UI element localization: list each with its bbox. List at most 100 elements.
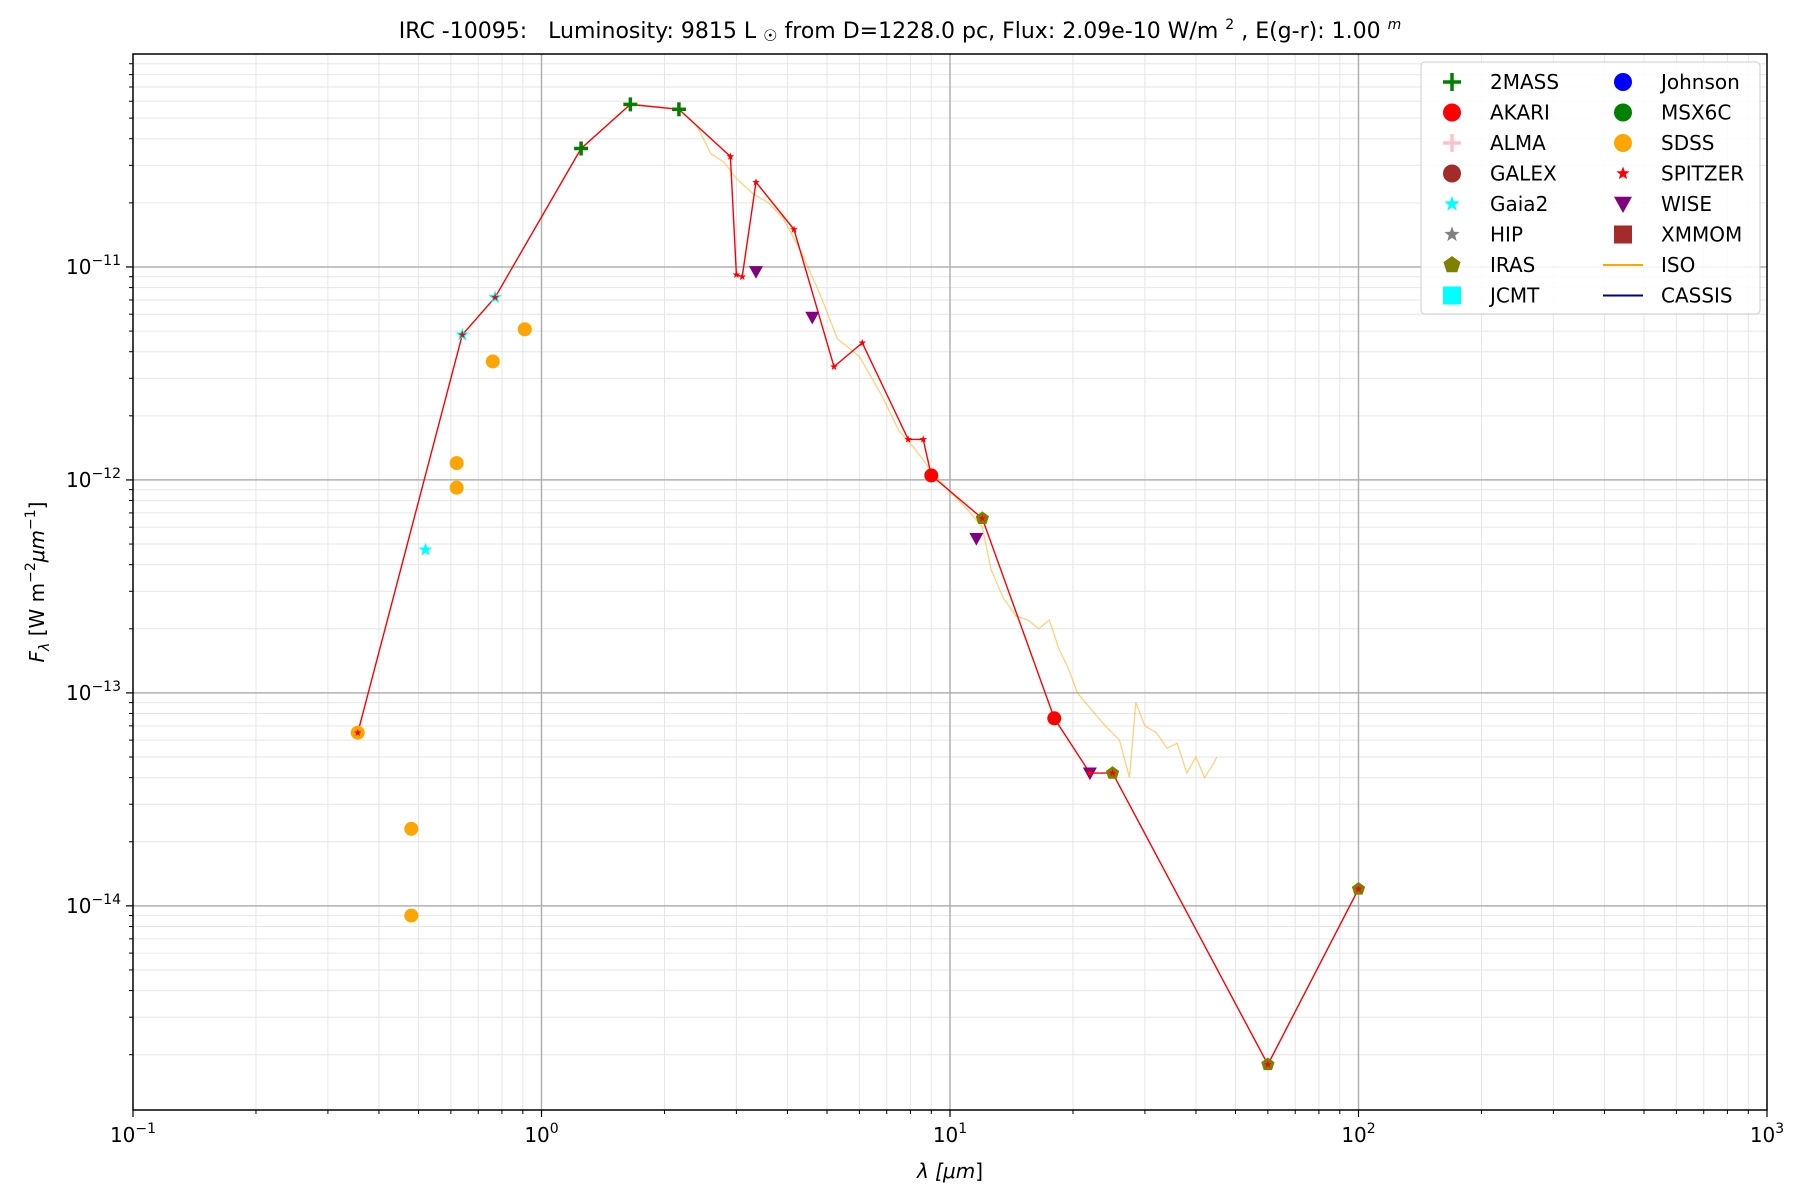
- x-tick-label: 102: [1341, 1121, 1375, 1147]
- data-point-2mass: [623, 97, 638, 112]
- data-point-spitzer: [978, 514, 987, 522]
- legend-label-galex: GALEX: [1490, 162, 1557, 186]
- data-point-spitzer: [904, 435, 912, 443]
- y-label-exp2: −1: [23, 509, 39, 530]
- y-axis-label: Fλ [W m−2μm−1]: [23, 502, 53, 663]
- legend-label-2mass: 2MASS: [1490, 70, 1559, 94]
- legend-marker-galex: [1443, 164, 1461, 183]
- title-luminosity: Luminosity: 9815 L: [548, 19, 757, 44]
- x-label-main: λ [: [916, 1159, 944, 1183]
- data-point-2mass: [671, 102, 686, 117]
- legend-marker-gaia2: [1444, 196, 1460, 211]
- x-tick-label: 100: [524, 1121, 558, 1147]
- legend: 2MASS AKARI ALMA GALEX Gaia2 HIP IRAS JCMT Johns…: [1420, 61, 1761, 315]
- y-tick-label: 10−12: [66, 466, 121, 492]
- x-tick-label: 103: [1750, 1121, 1784, 1147]
- x-label-unit: μm: [942, 1159, 975, 1183]
- data-point-sdss: [404, 821, 419, 836]
- data-point-spitzer: [491, 293, 499, 301]
- y-label-exp1: −2: [23, 562, 39, 583]
- data-point-spitzer: [830, 362, 838, 370]
- axis-tick-labels: 10−1 100 101 102 103 10−14 10−13 10−12 10−11: [66, 253, 1784, 1147]
- legend-marker-johnson: [1614, 73, 1632, 91]
- legend-marker-jcmt: [1443, 286, 1461, 305]
- x-axis-label: λ [μm]: [916, 1159, 983, 1183]
- legend-label-xmmom: XMMOM: [1661, 223, 1742, 247]
- y-tick-label: 10−13: [66, 679, 121, 705]
- legend-label-spitzer: SPITZER: [1661, 162, 1744, 186]
- data-point-akari: [924, 468, 939, 483]
- data-point-spitzer: [752, 178, 760, 186]
- data-point-spitzer: [1354, 884, 1363, 893]
- legend-label-iras: IRAS: [1490, 253, 1535, 277]
- axis-ticks: [126, 63, 1768, 1117]
- legend-label-iso: ISO: [1661, 253, 1695, 277]
- legend-label-cassis: CASSIS: [1661, 284, 1733, 308]
- legend-label-alma: ALMA: [1490, 131, 1546, 155]
- legend-label-akari: AKARI: [1490, 101, 1550, 125]
- y-label-sub: λ: [37, 643, 53, 652]
- legend-label-johnson: Johnson: [1659, 70, 1740, 94]
- data-point-sdss: [517, 322, 532, 337]
- iso-spectrum-line: [696, 125, 1218, 779]
- sed-line: [357, 103, 1360, 1067]
- legend-marker-sdss: [1614, 134, 1632, 152]
- data-point-wise: [805, 311, 820, 325]
- data-point-spitzer: [1108, 769, 1117, 777]
- data-point-sdss: [449, 456, 464, 471]
- legend-marker-akari: [1443, 103, 1461, 122]
- legend-label-wise: WISE: [1661, 192, 1712, 216]
- y-label-main: F: [25, 650, 49, 662]
- title-distance-flux: from D=1228.0 pc, Flux: 2.09e-10 W/m: [785, 19, 1219, 44]
- x-tick-label: 10−1: [110, 1121, 156, 1147]
- legend-marker-alma: [1443, 134, 1461, 152]
- data-point-gaia2: [418, 542, 433, 556]
- data-point-spitzer: [1264, 1060, 1272, 1068]
- legend-marker-hip: [1444, 226, 1460, 241]
- legend-label-gaia2: Gaia2: [1490, 192, 1548, 216]
- data-point-akari: [1047, 711, 1062, 726]
- legend-marker-wise: [1614, 196, 1632, 213]
- data-point-sdss: [485, 354, 500, 369]
- legend-marker-spitzer: [1616, 166, 1630, 180]
- data-point-spitzer: [726, 152, 735, 160]
- y-label-unit: μm: [25, 530, 49, 563]
- data-point-spitzer: [732, 270, 741, 278]
- data-point-wise: [748, 266, 763, 279]
- title-extinction: , E(g-r): 1.00: [1241, 19, 1380, 44]
- legend-label-hip: HIP: [1490, 223, 1523, 247]
- sed-model-line: [357, 103, 1360, 1067]
- y-label-rest: [W m: [25, 583, 49, 643]
- data-point-spitzer: [738, 272, 747, 280]
- data-point-spitzer: [919, 435, 928, 443]
- data-point-spitzer: [458, 330, 467, 339]
- chart-title: IRC -10095: Luminosity: 9815 L ☉ from D=…: [399, 10, 1401, 47]
- y-label-close: ]: [25, 502, 49, 510]
- x-tick-label: 101: [933, 1121, 967, 1147]
- legend-label-sdss: SDSS: [1661, 131, 1715, 155]
- title-object: IRC -10095:: [399, 19, 527, 44]
- legend-marker-xmmom: [1614, 225, 1632, 244]
- data-point-sdss: [404, 908, 419, 923]
- legend-box: [1420, 61, 1761, 315]
- data-point-spitzer: [353, 728, 362, 736]
- title-sun-symbol: ☉: [763, 26, 777, 45]
- title-flux-superscript: 2: [1225, 17, 1234, 33]
- data-point-wise: [969, 533, 984, 546]
- data-point-sdss: [449, 480, 464, 495]
- title-extinction-superscript: m: [1388, 17, 1402, 33]
- legend-label-msx6c: MSX6C: [1661, 101, 1731, 125]
- legend-label-jcmt: JCMT: [1488, 284, 1540, 308]
- legend-marker-2mass: [1443, 73, 1461, 91]
- legend-marker-iras: [1443, 256, 1461, 273]
- data-point-2mass: [574, 141, 589, 156]
- y-tick-label: 10−11: [66, 253, 121, 279]
- legend-marker-msx6c: [1614, 103, 1632, 122]
- data-point-spitzer: [790, 225, 798, 233]
- data-point-spitzer: [858, 338, 867, 347]
- photometry-points: [350, 97, 1366, 1071]
- y-tick-label: 10−14: [66, 892, 121, 918]
- x-label-close: ]: [975, 1159, 983, 1183]
- iso-spectrum: [696, 125, 1218, 779]
